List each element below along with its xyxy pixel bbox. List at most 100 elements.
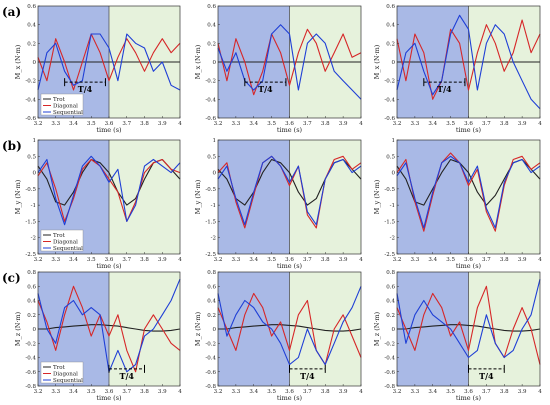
x-tick-label: 3.9 — [339, 257, 348, 263]
y-tick-label: 0.2 — [207, 41, 216, 47]
series-line-sequential — [396, 278, 541, 359]
x-tick-label: 3.6 — [105, 257, 114, 263]
x-tick-label: 3.4 — [428, 257, 437, 263]
x-tick-label: 3.4 — [428, 389, 437, 395]
x-tick-label: 3.7 — [482, 121, 491, 127]
x-tick-label: 4 — [359, 257, 363, 263]
x-tick-label: 4 — [178, 389, 182, 395]
y-tick-label: 0.6 — [386, 284, 395, 290]
legend-label: Trot — [53, 365, 66, 371]
x-tick-label: 3.8 — [500, 257, 509, 263]
y-tick-label: 0 — [213, 327, 217, 333]
y-tick-label: 0 — [33, 60, 37, 66]
series-line-diagonal — [217, 292, 362, 366]
y-tick-label: 0.8 — [27, 270, 36, 276]
x-axis-label: time (s) — [96, 394, 122, 402]
y-tick-label: -2 — [31, 236, 36, 242]
x-tick-label: 3.9 — [158, 121, 167, 127]
series-line-sequential — [37, 33, 181, 91]
x-axis-label: time (s) — [96, 126, 122, 134]
y-tick-label: -0.2 — [205, 341, 216, 347]
legend-label: Sequential — [53, 110, 83, 116]
legend-label: Diagonal — [53, 240, 78, 246]
y-tick-label: 0 — [33, 327, 37, 333]
period-annotation: T/4 — [437, 84, 452, 94]
x-tick-label: 3.5 — [87, 257, 96, 263]
y-tick-label: -0.4 — [25, 97, 36, 103]
y-tick-label: 0.6 — [207, 4, 216, 10]
x-tick-label: 3.8 — [500, 389, 509, 395]
y-tick-label: -0.6 — [205, 370, 216, 376]
period-annotation: T/4 — [479, 371, 494, 381]
y-tick-label: -0.8 — [205, 384, 216, 390]
x-tick-label: 3.3 — [232, 257, 241, 263]
y-tick-label: -0.2 — [384, 79, 395, 85]
x-tick-label: 3.9 — [518, 121, 527, 127]
x-tick-label: 3.3 — [411, 389, 420, 395]
x-tick-label: 3.8 — [140, 121, 149, 127]
x-tick-label: 3.2 — [214, 389, 223, 395]
x-tick-label: 3.3 — [51, 257, 60, 263]
legend-label: Diagonal — [53, 104, 78, 110]
series-line-sequential — [396, 14, 541, 110]
x-axis-label: time (s) — [456, 394, 482, 402]
y-tick-label: -0.4 — [384, 97, 395, 103]
series-line-diagonal — [396, 19, 541, 100]
x-tick-label: 3.4 — [69, 389, 78, 395]
y-tick-label: -1 — [31, 203, 36, 209]
x-axis-label: time (s) — [456, 126, 482, 134]
y-tick-label: 0.2 — [386, 313, 395, 319]
x-tick-label: 3.9 — [518, 257, 527, 263]
series-line-diagonal — [217, 28, 362, 96]
x-tick-label: 3.5 — [446, 121, 455, 127]
y-tick-label: -0.8 — [384, 384, 395, 390]
y-tick-label: 0.5 — [27, 154, 36, 160]
y-tick-label: 0.6 — [386, 4, 395, 10]
x-tick-label: 3.4 — [249, 121, 258, 127]
y-tick-label: 0.4 — [207, 23, 216, 29]
x-tick-label: 3.6 — [105, 121, 114, 127]
x-tick-label: 3.5 — [267, 257, 276, 263]
x-tick-label: 4 — [538, 389, 542, 395]
series-line-sequential — [396, 155, 541, 229]
y-tick-label: -0.4 — [205, 97, 216, 103]
y-tick-label: 0.5 — [207, 154, 216, 160]
x-axis-label: time (s) — [456, 262, 482, 270]
series-line-sequential — [217, 286, 362, 366]
x-tick-label: 3.6 — [464, 257, 473, 263]
y-tick-label: 0.5 — [386, 154, 395, 160]
y-tick-label: -1.5 — [205, 219, 216, 225]
y-tick-label: -2 — [211, 236, 216, 242]
legend-label: Sequential — [53, 246, 83, 252]
x-tick-label: 3.5 — [267, 121, 276, 127]
series-line-sequential — [217, 24, 362, 100]
legend-label: Trot — [53, 97, 66, 103]
x-tick-label: 3.7 — [482, 257, 491, 263]
x-tick-label: 3.4 — [69, 121, 78, 127]
y-tick-label: -0.6 — [384, 116, 395, 122]
series-line-diagonal — [217, 155, 362, 229]
x-tick-label: 3.9 — [518, 389, 527, 395]
y-tick-label: -1.5 — [384, 219, 395, 225]
y-tick-label: 0.4 — [27, 23, 36, 29]
x-tick-label: 3.6 — [464, 121, 473, 127]
y-tick-label: -0.2 — [384, 341, 395, 347]
y-tick-label: -2.5 — [205, 252, 216, 258]
x-tick-label: 3.2 — [34, 389, 43, 395]
x-tick-label: 3.7 — [122, 257, 131, 263]
y-axis-label: M_y (N·m) — [373, 179, 381, 214]
x-tick-label: 3.9 — [158, 257, 167, 263]
panel-label-c: (c) — [2, 271, 21, 285]
x-tick-label: 3.8 — [140, 389, 149, 395]
y-axis-label: M_z (N·m) — [194, 311, 202, 346]
y-tick-label: 0 — [213, 60, 217, 66]
y-tick-label: 0.2 — [27, 41, 36, 47]
y-tick-label: -1 — [390, 203, 395, 209]
y-tick-label: 1 — [33, 138, 37, 144]
x-tick-label: 3.8 — [500, 121, 509, 127]
x-tick-label: 3.3 — [232, 121, 241, 127]
x-tick-label: 3.2 — [393, 121, 402, 127]
y-tick-label: -2.5 — [384, 252, 395, 258]
x-tick-label: 3.9 — [339, 389, 348, 395]
legend-label: Diagonal — [53, 372, 78, 378]
